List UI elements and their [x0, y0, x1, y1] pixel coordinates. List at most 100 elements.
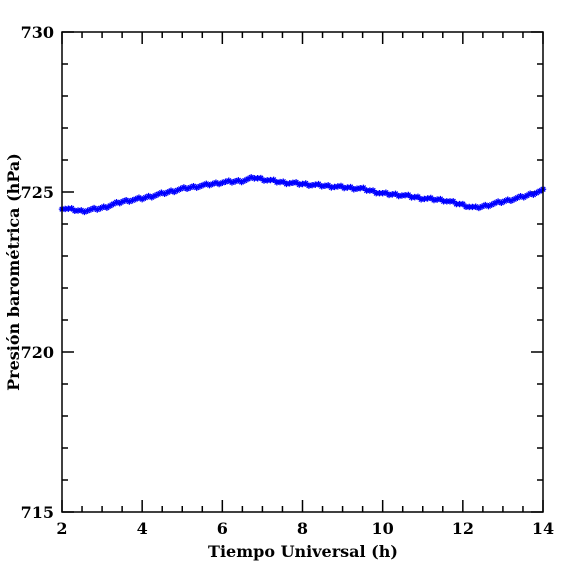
data-point-star [482, 201, 489, 209]
data-point-star [158, 189, 165, 196]
data-point-star [308, 181, 316, 189]
data-point-star [340, 184, 348, 192]
data-point-star [389, 191, 396, 198]
data-point-star [161, 190, 168, 197]
data-point-star [280, 178, 287, 185]
data-point-star [331, 183, 338, 191]
data-point-star [366, 187, 374, 194]
data-point-star [180, 184, 188, 191]
y-tick-label: 720 [21, 343, 54, 362]
y-tick-label: 715 [21, 503, 54, 522]
data-point-star [106, 202, 114, 210]
data-point-star [440, 198, 447, 205]
data-point-star [324, 182, 332, 189]
data-point-star [318, 183, 325, 190]
data-point-star [196, 183, 204, 190]
data-point-star [408, 194, 415, 201]
data-point-star [302, 180, 309, 187]
data-point-star [286, 180, 293, 187]
data-point-star [215, 180, 223, 188]
data-point-star [244, 175, 252, 183]
data-point-star [405, 191, 412, 199]
data-point-star [260, 177, 268, 184]
data-point-star [183, 185, 191, 192]
data-point-star [347, 183, 354, 191]
data-point-star [353, 185, 361, 192]
data-point-star [427, 194, 434, 202]
data-point-star [264, 177, 271, 184]
data-point-star [219, 179, 226, 186]
data-point-star [270, 176, 277, 184]
data-point-star [119, 198, 127, 205]
data-point-star [100, 203, 107, 210]
data-point-star [321, 182, 329, 189]
data-point-star [199, 181, 207, 189]
data-point-star [65, 205, 72, 212]
x-axis-title: Tiempo Universal (h) [208, 542, 398, 561]
data-point-star [382, 189, 390, 196]
data-point-star [433, 196, 441, 203]
data-point-star [498, 199, 505, 206]
data-point-star [228, 179, 236, 186]
data-point-star [78, 207, 85, 214]
data-point-star [187, 184, 194, 191]
data-point-star [167, 187, 175, 194]
data-point-star [174, 187, 181, 194]
data-point-star [132, 195, 139, 203]
data-point-star [116, 199, 123, 207]
data-point-star [276, 178, 284, 186]
data-point-star [212, 179, 220, 186]
data-point-star [392, 190, 399, 198]
data-point-star [113, 199, 120, 206]
data-point-star [148, 194, 155, 201]
data-point-star [90, 204, 98, 212]
data-point-star [81, 208, 88, 216]
data-point-star [251, 175, 258, 182]
data-point-star [68, 205, 75, 212]
data-point-star [446, 198, 454, 205]
data-point-star [126, 198, 133, 205]
data-point-star [241, 177, 248, 184]
data-point-star [337, 182, 345, 190]
data-point-star [530, 191, 537, 198]
data-point-star [395, 192, 402, 200]
data-point-star [305, 182, 313, 189]
data-point-star [177, 185, 184, 192]
data-point-star [472, 203, 479, 210]
data-point-star [171, 188, 178, 196]
data-point-star [350, 186, 358, 193]
x-tick-label: 6 [217, 519, 228, 538]
data-point-star [414, 193, 422, 201]
data-point-star [475, 204, 483, 212]
data-point-star [283, 180, 290, 188]
data-point-star [238, 178, 245, 186]
data-point-star [507, 197, 515, 205]
data-point-star [225, 177, 232, 184]
data-point-star [138, 195, 146, 203]
data-point-star [334, 183, 341, 190]
data-point-star [526, 190, 534, 197]
data-point-star [379, 190, 386, 197]
data-point-star [247, 174, 255, 181]
data-point-star [142, 194, 149, 201]
data-point-star [273, 179, 281, 186]
data-point-star [155, 190, 162, 198]
data-point-star [103, 204, 111, 211]
data-point-star [135, 194, 143, 201]
data-point-star [231, 178, 239, 185]
data-point-star [520, 194, 527, 201]
data-point-star [510, 196, 518, 203]
data-point-star [62, 205, 69, 213]
data-point-star [289, 179, 297, 187]
data-point-star [494, 198, 502, 205]
data-point-star [87, 206, 95, 213]
x-tick-label: 10 [372, 519, 394, 538]
y-axis-title: Presión barométrica (hPa) [4, 153, 23, 391]
x-tick-label: 14 [532, 519, 554, 538]
data-point-star [190, 183, 197, 190]
x-tick-label: 4 [137, 519, 148, 538]
axis-ticks [61, 31, 544, 513]
data-point-star [206, 182, 213, 189]
data-point-star [443, 198, 450, 205]
data-point-star [517, 193, 524, 200]
